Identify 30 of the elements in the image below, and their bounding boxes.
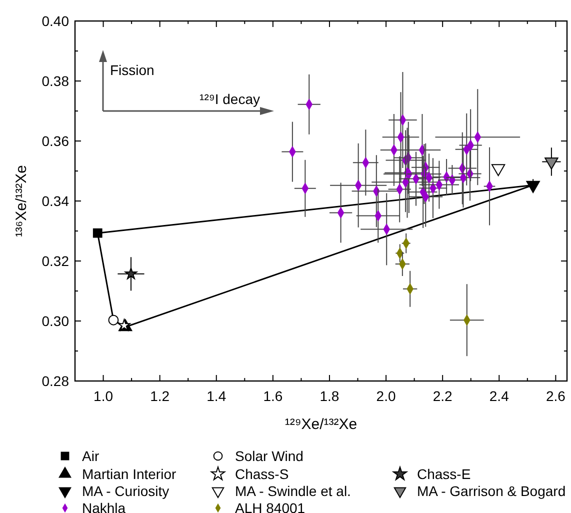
- legend-label: Martian Interior: [82, 466, 176, 482]
- x-tick-label: 1.2: [150, 388, 170, 404]
- x-tick-label: 2.0: [376, 388, 396, 404]
- x-tick-label: 2.2: [432, 388, 453, 404]
- y-tick-label: 0.34: [42, 193, 70, 209]
- y-tick-label: 0.32: [42, 253, 70, 269]
- legend-label: ALH 84001: [235, 500, 306, 513]
- x-axis-title: ¹²⁹Xe/¹³²Xe: [284, 416, 358, 433]
- x-tick-label: 1.8: [320, 388, 340, 404]
- x-tick-label: 1.0: [94, 388, 114, 404]
- legend-label: MA - Curiosity: [82, 483, 170, 499]
- y-axis-title: ¹³⁶Xe/¹³²Xe: [13, 164, 30, 238]
- y-tick-label: 0.30: [42, 313, 70, 329]
- x-tick-label: 2.4: [489, 388, 510, 404]
- legend-label: Nakhla: [82, 500, 126, 513]
- x-tick-label: 2.6: [546, 388, 566, 404]
- legend-label: MA - Garrison & Bogard: [417, 483, 566, 499]
- legend-label: Solar Wind: [235, 448, 304, 464]
- annotation: ¹²⁹I decay: [200, 91, 260, 107]
- y-tick-label: 0.28: [42, 373, 70, 389]
- y-tick-label: 0.40: [42, 13, 70, 29]
- x-tick-label: 1.4: [206, 388, 226, 404]
- legend-label: Chass-E: [417, 466, 471, 482]
- y-tick-label: 0.38: [42, 73, 70, 89]
- x-tick-label: 1.6: [263, 388, 283, 404]
- y-tick-label: 0.36: [42, 133, 70, 149]
- legend-label: Chass-S: [235, 466, 289, 482]
- annotation: Fission: [110, 62, 154, 78]
- legend-label: MA - Swindle et al.: [235, 483, 351, 499]
- legend-label: Air: [82, 448, 100, 464]
